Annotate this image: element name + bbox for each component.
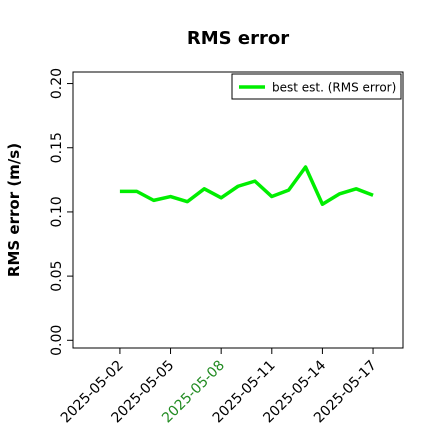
chart-title: RMS error <box>187 28 289 49</box>
y-tick-label: 0.20 <box>49 68 65 99</box>
plot-frame <box>72 71 404 349</box>
y-tick-label: 0.05 <box>49 261 65 292</box>
y-tick-label: 0.10 <box>49 196 65 227</box>
legend-label: best est. (RMS error) <box>272 81 396 95</box>
y-tick-label: 0.00 <box>49 325 65 356</box>
y-tick-label: 0.15 <box>49 132 65 163</box>
y-axis-title: RMS error (m/s) <box>5 143 23 277</box>
data-line <box>119 165 374 206</box>
